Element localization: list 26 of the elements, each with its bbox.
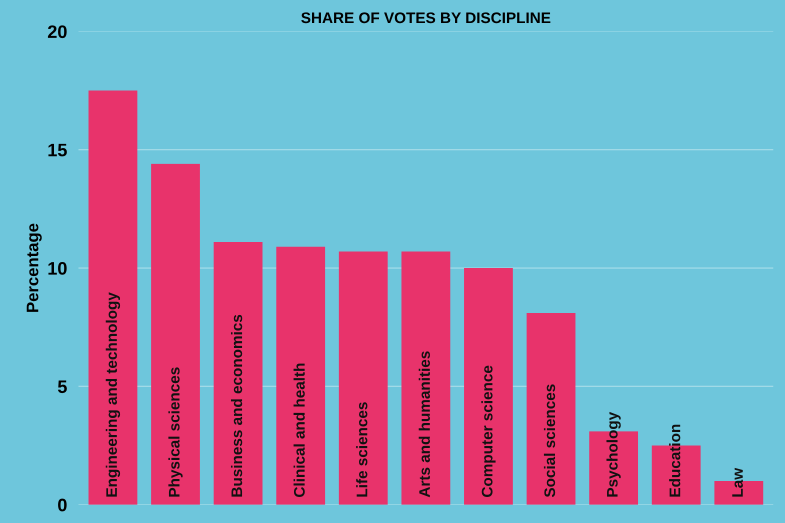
x-tick-label: Education [669,424,680,497]
x-tick-label: Physical sciences [168,367,183,497]
bar [526,313,576,505]
y-tick-label: 0 [58,498,67,512]
y-tick-label: 10 [48,262,67,275]
bar [88,90,138,505]
bar [214,242,263,505]
x-tick-label: Computer science [481,366,496,497]
y-tick-label: 15 [48,144,67,156]
x-tick-label: Social sciences [544,384,556,498]
bar [464,268,513,505]
x-tick-label: Arts and humanities [418,351,430,498]
bar [276,246,326,505]
bar [338,251,388,505]
x-tick-label: Psychology [606,412,621,497]
y-axis-title: Percentage [26,224,42,312]
bar [151,164,200,505]
x-tick-label: Business and economics [230,314,242,497]
x-tick-label: Clinical and health [294,364,305,497]
x-tick-label: Engineering and technology [106,292,120,497]
y-tick-label: 5 [58,380,67,394]
x-tick-label: Law [732,468,743,497]
chart-title: SHARE OF VOTES BY DISCIPLINE [301,12,550,24]
bar [401,251,450,505]
x-tick-label: Life sciences [356,402,368,497]
y-tick-label: 20 [48,25,67,38]
